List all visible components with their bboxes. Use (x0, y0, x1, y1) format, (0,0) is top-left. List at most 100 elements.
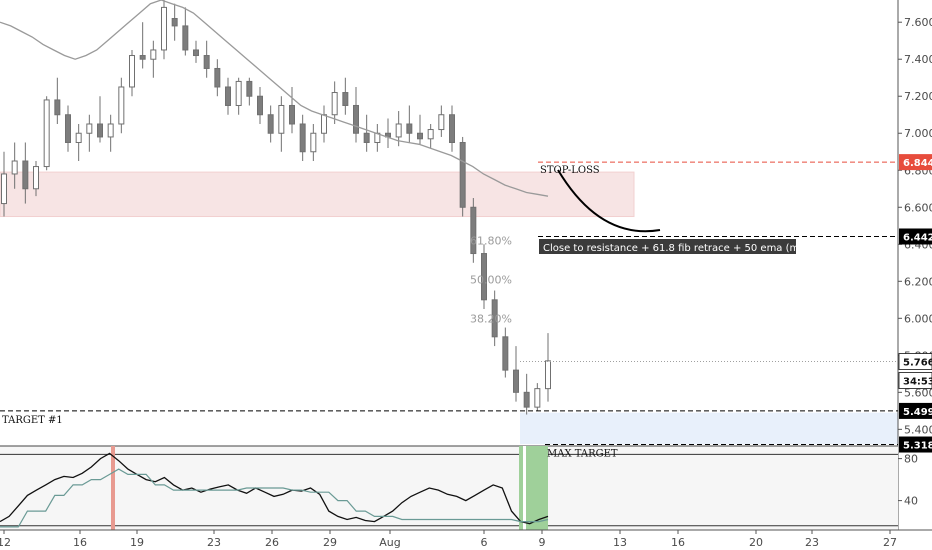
candle (363, 114, 370, 152)
price-label-bg (898, 353, 932, 370)
candle-body (342, 92, 349, 106)
price-label: 5.3180 (899, 436, 932, 453)
price-label: 6.8440 (899, 154, 932, 171)
candle-body (481, 253, 487, 301)
candle-body (203, 55, 210, 69)
candle (214, 59, 221, 97)
candle-body (523, 391, 530, 408)
candle (182, 7, 189, 56)
y-tick-label: 6.0000 (904, 312, 932, 325)
price-label: 5.4996 (899, 402, 932, 419)
candle (257, 86, 263, 124)
fib-label: 50.00% (470, 273, 512, 286)
candle-body (65, 114, 71, 143)
candle (193, 40, 199, 63)
candle (449, 105, 455, 152)
annotation-text: Close to resistance + 61.8 fib retrace +… (543, 243, 828, 254)
candle-body (267, 114, 274, 134)
level-label: MAX TARGET (547, 449, 618, 460)
price-label: 6.4421 (899, 228, 932, 245)
price-label-bg (899, 154, 932, 171)
candle (385, 118, 391, 149)
fib-label: 61.80% (470, 235, 512, 248)
candle-body (246, 80, 253, 97)
candle-body (353, 104, 359, 134)
candle (171, 3, 178, 41)
candle (54, 77, 61, 124)
price-label-bg (899, 228, 932, 245)
candle-body (406, 123, 413, 134)
y-tick-label: 7.4000 (904, 53, 932, 66)
osc-bg (0, 446, 898, 530)
candle-body (182, 25, 189, 51)
target-zone (520, 412, 898, 445)
candle-body (395, 123, 402, 138)
candle-body (417, 132, 423, 140)
y-tick-label: 5.4000 (904, 423, 932, 436)
y-tick-label: 7.0000 (904, 127, 932, 140)
candle-body (427, 129, 434, 140)
x-tick-label: 16 (73, 536, 87, 549)
candle (129, 49, 135, 97)
price-label-bg (899, 436, 932, 453)
candle-body (331, 92, 338, 116)
candle (278, 96, 285, 152)
y-tick-label: 7.2000 (904, 90, 932, 103)
price-label-bg (898, 372, 932, 389)
candle (43, 96, 50, 171)
candle (97, 96, 103, 143)
candle-body (107, 123, 114, 138)
x-tick-label: 26 (265, 536, 279, 549)
curve-arrow (557, 169, 661, 233)
price-label-text: 6.4421 (903, 232, 932, 243)
x-tick-label: 9 (539, 536, 546, 549)
candle-body (139, 55, 146, 60)
candle-body (150, 49, 157, 60)
y-tick-label: 5.6000 (904, 386, 932, 399)
x-tick-label: 23 (805, 536, 819, 549)
candle-body (171, 18, 178, 27)
x-tick-label: 27 (883, 536, 897, 549)
price-label-text: 5.7665 (903, 358, 932, 369)
candle-body (11, 160, 18, 175)
price-pane[interactable]: 7.60007.40007.20007.00006.80006.60006.40… (0, 0, 932, 530)
x-tick-label: 20 (749, 536, 763, 549)
candle-body (75, 132, 82, 143)
candle (203, 40, 210, 78)
osc-series-line (0, 452, 549, 525)
candle-body (470, 206, 477, 255)
candle (342, 77, 349, 115)
candle-body (193, 49, 199, 57)
candle (225, 77, 231, 115)
candle (107, 114, 114, 152)
candle (321, 105, 327, 143)
oscillator-pane[interactable]: 80 40 12 16 19 23 26 29 Aug 6 9 13 16 20 23 27 (0, 445, 932, 549)
candle (438, 105, 445, 137)
candle-body (235, 80, 242, 106)
candle (1, 151, 7, 217)
candle (534, 383, 541, 411)
candle (470, 198, 477, 263)
candle (523, 373, 530, 415)
candle-body (22, 160, 29, 190)
annotation-box: Close to resistance + 61.8 fib retrace +… (539, 239, 828, 254)
x-tick-label: 13 (613, 536, 627, 549)
candle-body (502, 336, 509, 371)
candle-body (299, 123, 306, 153)
price-label-text: 6.8440 (903, 158, 932, 169)
level-label: STOP-LOSS (540, 165, 600, 176)
candle-body (491, 299, 498, 338)
x-tick-label: 6 (481, 536, 488, 549)
candle-body (278, 104, 285, 134)
osc-marker-gap (523, 446, 526, 530)
x-tick-label: 19 (130, 536, 144, 549)
candle-body (86, 123, 93, 134)
candle-body (1, 173, 7, 205)
candle (310, 123, 317, 162)
candle (65, 105, 71, 152)
annotation-bg (539, 239, 796, 254)
x-tick-label: 16 (671, 536, 685, 549)
osc-marker-red (111, 446, 115, 530)
candle-body (214, 67, 221, 88)
